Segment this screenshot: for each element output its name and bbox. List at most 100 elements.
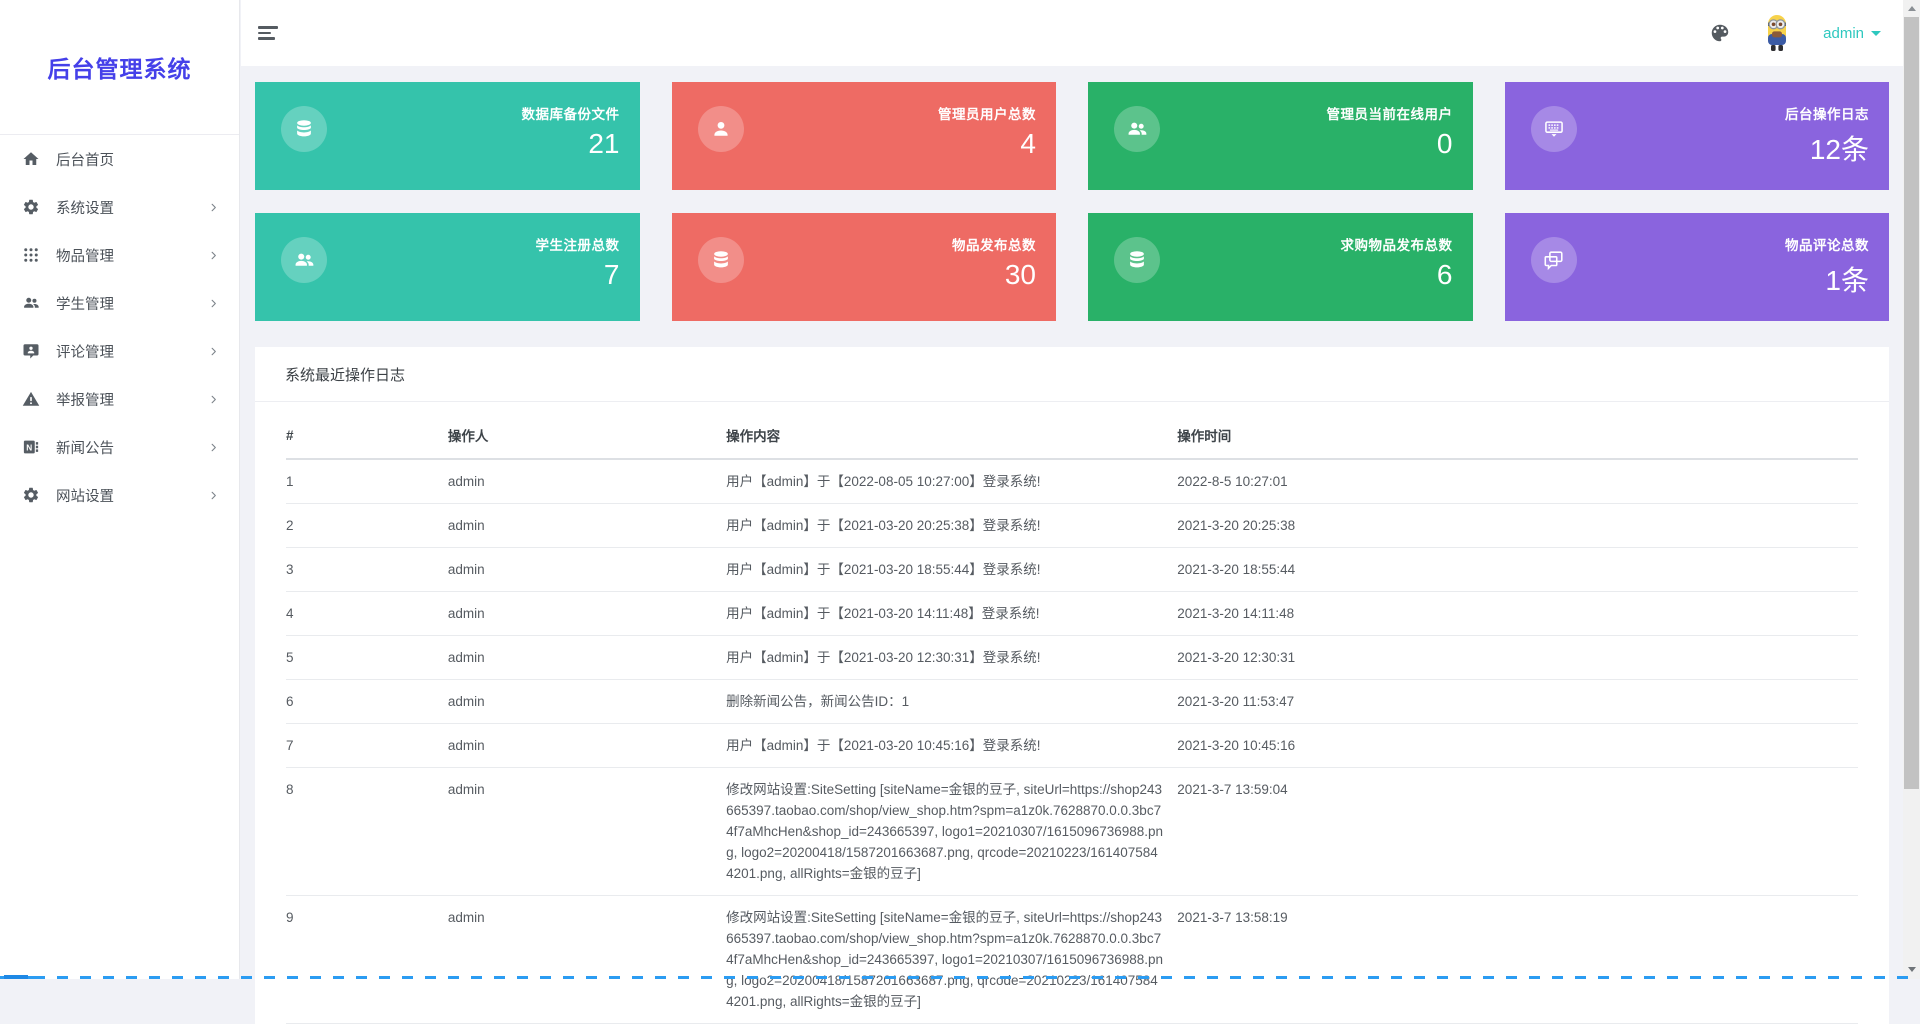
- cell-content: 用户【admin】于【2021-03-20 12:30:31】登录系统!: [726, 635, 1178, 680]
- recent-logs-panel: 系统最近操作日志 # 操作人 操作内容 操作时间: [255, 347, 1889, 1024]
- cell-content: 用户【admin】于【2021-03-20 18:55:44】登录系统!: [726, 547, 1178, 592]
- stat-label: 求购物品发布总数: [1340, 238, 1453, 253]
- stat-card: 求购物品发布总数 6: [1088, 213, 1473, 321]
- sidebar-menu: 后台首页 系统设置 物品管理: [0, 135, 239, 519]
- sidebar-menu-item[interactable]: N 新闻公告: [0, 423, 239, 471]
- sidebar-item-label: 后台首页: [56, 152, 114, 169]
- theme-palette-icon[interactable]: [1709, 22, 1731, 44]
- sidebar-item-label: 举报管理: [56, 392, 114, 409]
- cell-content: 用户【admin】于【2021-03-20 10:45:16】登录系统!: [726, 723, 1178, 768]
- database-icon: [1126, 249, 1148, 271]
- hamburger-icon: [258, 26, 278, 29]
- stat-label: 学生注册总数: [535, 238, 620, 253]
- table-row: 8 admin 修改网站设置:SiteSetting [siteName=金银的…: [286, 767, 1858, 896]
- stat-card: 管理员当前在线用户 0: [1088, 82, 1473, 190]
- table-header-cell: 操作时间: [1177, 412, 1858, 460]
- user-dropdown[interactable]: admin: [1823, 25, 1881, 42]
- sidebar-menu-item[interactable]: 学生管理: [0, 279, 239, 327]
- comments-icon: [1543, 249, 1565, 271]
- table-header-cell: #: [286, 412, 448, 460]
- cell-operator: admin: [447, 767, 727, 896]
- cell-content: 用户【admin】于【2021-03-20 20:25:38】登录系统!: [726, 503, 1178, 548]
- stat-label: 数据库备份文件: [521, 107, 620, 122]
- table-row: 7 admin 用户【admin】于【2021-03-20 10:45:16】登…: [286, 723, 1858, 768]
- table-row: 5 admin 用户【admin】于【2021-03-20 12:30:31】登…: [286, 635, 1858, 680]
- cell-id: 6: [286, 679, 448, 724]
- cell-operator: admin: [447, 895, 727, 1024]
- users-icon: [22, 294, 40, 312]
- table-row: 4 admin 用户【admin】于【2021-03-20 14:11:48】登…: [286, 591, 1858, 636]
- cell-operator: admin: [447, 503, 727, 548]
- stat-label: 后台操作日志: [1785, 107, 1869, 122]
- cell-content: 用户【admin】于【2022-08-05 10:27:00】登录系统!: [726, 459, 1178, 504]
- cell-content: 用户【admin】于【2021-03-20 14:11:48】登录系统!: [726, 591, 1178, 636]
- sidebar-menu-item[interactable]: 网站设置: [0, 471, 239, 519]
- sidebar-menu-item[interactable]: 系统设置: [0, 183, 239, 231]
- cell-operator: admin: [447, 459, 727, 504]
- table-row: 9 admin 修改网站设置:SiteSetting [siteName=金银的…: [286, 895, 1858, 1024]
- sidebar-menu-item[interactable]: 物品管理: [0, 231, 239, 279]
- users-icon: [293, 249, 315, 271]
- cell-id: 7: [286, 723, 448, 768]
- sidebar-item-label: 系统设置: [56, 200, 114, 217]
- stat-value: 12条: [1809, 134, 1869, 165]
- cell-time: 2021-3-20 14:11:48: [1177, 591, 1858, 636]
- cell-operator: admin: [447, 679, 727, 724]
- stat-label: 管理员当前在线用户: [1326, 107, 1453, 122]
- chevron-right-icon: [208, 298, 219, 309]
- caret-down-icon: [1871, 30, 1881, 36]
- comment-icon: [22, 342, 40, 360]
- panel-title: 系统最近操作日志: [255, 347, 1889, 402]
- chevron-right-icon: [208, 442, 219, 453]
- sidebar-menu-item[interactable]: 举报管理: [0, 375, 239, 423]
- sidebar-item-label: 评论管理: [56, 344, 114, 361]
- cell-time: 2021-3-20 11:53:47: [1177, 679, 1858, 724]
- scroll-down-arrow[interactable]: [1903, 961, 1920, 977]
- user-avatar[interactable]: [1759, 13, 1795, 53]
- cell-id: 5: [286, 635, 448, 680]
- stat-value: 1条: [1825, 265, 1869, 296]
- sidebar-menu-item[interactable]: 后台首页: [0, 135, 239, 183]
- chevron-right-icon: [208, 346, 219, 357]
- stat-value: 4: [1020, 128, 1036, 159]
- stat-card: 学生注册总数 7: [255, 213, 640, 321]
- app-logo: 后台管理系统: [0, 0, 239, 135]
- sidebar-item-label: 学生管理: [56, 296, 114, 313]
- cell-content: 删除新闻公告，新闻公告ID：1: [726, 679, 1178, 724]
- stat-card: 数据库备份文件 21: [255, 82, 640, 190]
- cell-time: 2021-3-20 20:25:38: [1177, 503, 1858, 548]
- stat-card: 物品评论总数 1条: [1504, 213, 1889, 321]
- main-area: admin 数据库备份文件 21: [241, 0, 1903, 1024]
- cell-operator: admin: [447, 547, 727, 592]
- scrollbar-thumb[interactable]: [1904, 17, 1919, 789]
- cell-time: 2021-3-20 12:30:31: [1177, 635, 1858, 680]
- cell-operator: admin: [447, 591, 727, 636]
- stat-label: 物品评论总数: [1785, 238, 1869, 253]
- stat-card: 管理员用户总数 4: [671, 82, 1056, 190]
- cell-time: 2021-3-20 18:55:44: [1177, 547, 1858, 592]
- sidebar-menu-item[interactable]: 评论管理: [0, 327, 239, 375]
- vertical-scrollbar[interactable]: [1903, 0, 1920, 979]
- stat-value: 30: [1004, 259, 1036, 290]
- sidebar-item-label: 物品管理: [56, 248, 114, 265]
- table-row: 6 admin 删除新闻公告，新闻公告ID：1 2021-3-20 11:53:…: [286, 679, 1858, 724]
- cell-id: 2: [286, 503, 448, 548]
- grid-icon: [22, 246, 40, 264]
- cell-time: 2021-3-7 13:58:19: [1177, 895, 1858, 1024]
- logs-table: # 操作人 操作内容 操作时间 1 admin 用户【admin】于【2: [286, 412, 1858, 1024]
- cell-operator: admin: [447, 723, 727, 768]
- username: admin: [1823, 24, 1864, 42]
- cell-id: 3: [286, 547, 448, 592]
- svg-text:N: N: [26, 443, 32, 452]
- sidebar-toggle-button[interactable]: [258, 23, 280, 43]
- gear-icon: [22, 198, 40, 216]
- cell-id: 4: [286, 591, 448, 636]
- scroll-up-arrow[interactable]: [1903, 0, 1920, 16]
- stat-card: 后台操作日志 12条: [1504, 82, 1889, 190]
- keyboard-icon: [1543, 118, 1565, 140]
- cell-operator: admin: [447, 635, 727, 680]
- chevron-right-icon: [208, 490, 219, 501]
- sidebar-item-label: 网站设置: [56, 488, 114, 505]
- stat-value: 21: [588, 128, 620, 159]
- database-icon: [293, 118, 315, 140]
